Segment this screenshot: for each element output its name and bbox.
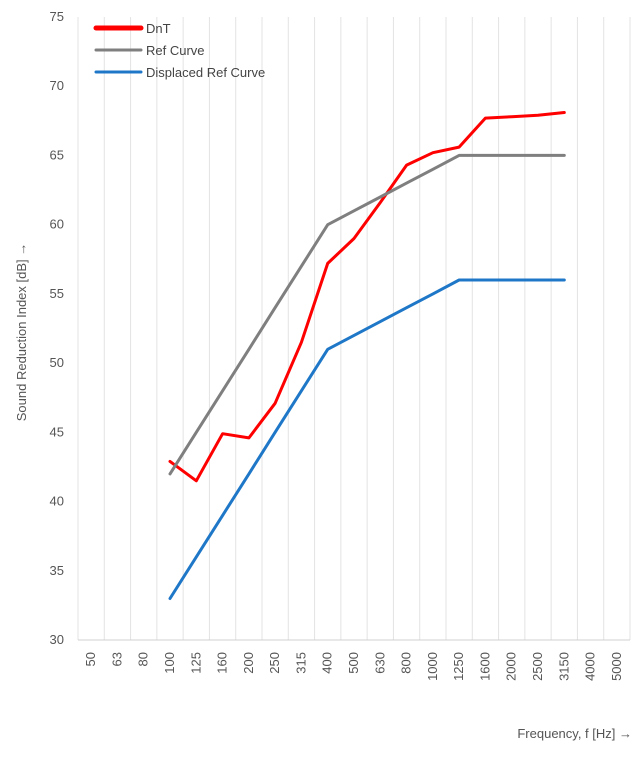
x-tick-label: 630	[372, 652, 387, 674]
x-tick-label: 1600	[477, 652, 492, 681]
x-tick-labels: 50 63 80 100 125 160 200 250 315 400 500 630 800 1000…	[83, 652, 624, 681]
x-tick-label: 2000	[504, 652, 519, 681]
y-tick-label: 30	[50, 632, 64, 647]
x-tick-label: 250	[267, 652, 282, 674]
legend: DnT Ref Curve Displaced Ref Curve	[93, 21, 265, 80]
y-tick-label: 60	[50, 217, 64, 232]
x-tick-label: 1000	[425, 652, 440, 681]
x-tick-label: 200	[241, 652, 256, 674]
x-tick-label: 500	[346, 652, 361, 674]
y-tick-label: 75	[50, 9, 64, 24]
y-tick-label: 70	[50, 78, 64, 93]
x-tick-label: 3150	[556, 652, 571, 681]
y-tick-label: 35	[50, 563, 64, 578]
x-tick-label: 2500	[530, 652, 545, 681]
x-tick-label: 160	[215, 652, 230, 674]
x-tick-label: 4000	[583, 652, 598, 681]
x-tick-label: 100	[162, 652, 177, 674]
x-tick-label: 800	[399, 652, 414, 674]
series-line-1	[168, 111, 566, 483]
x-tick-label: 50	[83, 652, 98, 666]
grid-lines	[77, 17, 631, 641]
x-axis-title: Frequency, f [Hz] →	[517, 726, 632, 741]
y-axis-title: Sound Reduction Index [dB] →	[14, 243, 29, 422]
series-lines	[168, 111, 566, 600]
x-tick-label: 5000	[609, 652, 624, 681]
y-tick-label: 65	[50, 147, 64, 162]
x-tick-label: 400	[320, 652, 335, 674]
x-tick-label: 1250	[451, 652, 466, 681]
x-tick-label: 80	[136, 652, 151, 666]
x-tick-label: 315	[293, 652, 308, 674]
series-line-3	[168, 278, 566, 600]
x-tick-label: 125	[188, 652, 203, 674]
y-tick-label: 55	[50, 286, 64, 301]
y-tick-label: 50	[50, 355, 64, 370]
y-tick-label: 40	[50, 494, 64, 509]
x-tick-label: 63	[109, 652, 124, 666]
legend-label: DnT	[146, 21, 171, 36]
legend-label: Ref Curve	[146, 43, 205, 58]
y-tick-labels: 30 35 40 45 50 55 60 65 70 75	[50, 9, 64, 647]
legend-label: Displaced Ref Curve	[146, 65, 265, 80]
y-tick-label: 45	[50, 424, 64, 439]
series-line-2	[168, 153, 566, 476]
